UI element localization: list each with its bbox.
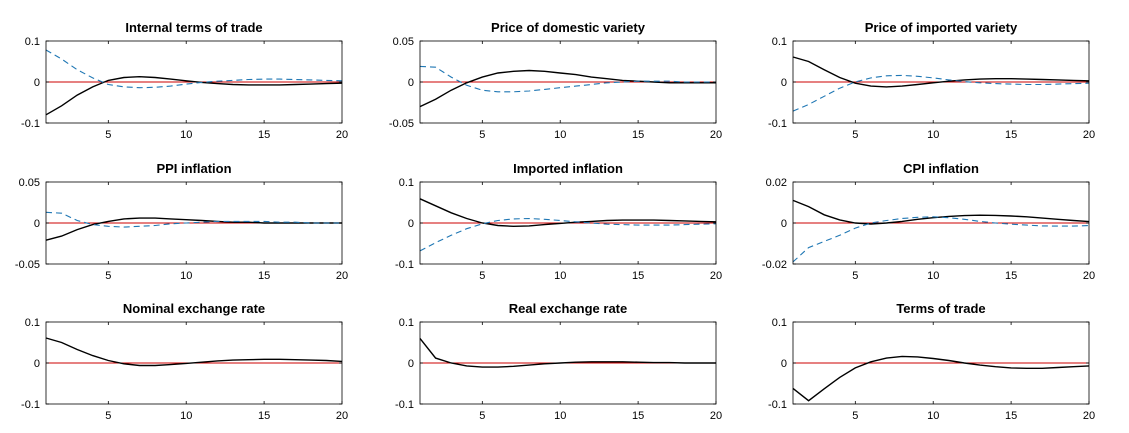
y-tick-label: 0.1 <box>772 36 787 48</box>
x-tick-label: 5 <box>105 270 111 282</box>
solid-series-line <box>419 337 716 368</box>
x-tick-label: 10 <box>927 129 939 141</box>
y-tick-label: -0.1 <box>768 399 787 411</box>
y-tick-label: -0.1 <box>768 118 787 130</box>
y-tick-label: 0 <box>781 218 787 230</box>
y-tick-label: 0.1 <box>25 36 40 48</box>
x-tick-label: 20 <box>710 129 722 141</box>
x-tick-label: 20 <box>1083 129 1095 141</box>
x-tick-label: 20 <box>710 410 722 422</box>
y-tick-label: -0.1 <box>21 118 40 130</box>
x-tick-label: 15 <box>1005 410 1017 422</box>
y-tick-label: -0.1 <box>395 259 414 271</box>
subplot-9: Terms of trade 0.1 0 -0.1 5 10 15 20 <box>768 301 1095 422</box>
y-tick-label: -0.02 <box>762 259 787 271</box>
y-tick-label: 0 <box>34 218 40 230</box>
subplot-title: Price of imported variety <box>865 20 1018 35</box>
subplot-6: CPI inflation 0.02 0 -0.02 5 10 15 20 <box>762 161 1095 282</box>
y-tick-label: 0 <box>34 358 40 370</box>
x-tick-label: 20 <box>336 129 348 141</box>
dashed-series-line <box>792 216 1090 263</box>
y-tick-label: 0 <box>408 77 414 89</box>
x-tick-label: 10 <box>554 270 566 282</box>
x-tick-label: 5 <box>105 129 111 141</box>
x-tick-label: 5 <box>105 410 111 422</box>
solid-series-line <box>45 337 343 367</box>
x-tick-label: 20 <box>1083 270 1095 282</box>
y-tick-label: 0 <box>34 77 40 89</box>
x-tick-label: 5 <box>479 410 485 422</box>
y-tick-label: -0.1 <box>395 399 414 411</box>
subplot-title: PPI inflation <box>156 161 231 176</box>
y-tick-label: 0.02 <box>766 177 787 189</box>
x-tick-label: 5 <box>479 129 485 141</box>
x-tick-label: 15 <box>258 410 270 422</box>
y-tick-label: -0.05 <box>15 259 40 271</box>
subplot-2: Price of domestic variety 0.05 0 -0.05 5 10 15… <box>389 20 722 141</box>
x-tick-label: 10 <box>927 410 939 422</box>
x-tick-label: 10 <box>180 410 192 422</box>
y-tick-label: 0.05 <box>393 36 414 48</box>
subplot-title: Terms of trade <box>896 301 985 316</box>
subplot-title: CPI inflation <box>903 161 979 176</box>
x-tick-label: 5 <box>479 270 485 282</box>
x-tick-label: 10 <box>927 270 939 282</box>
subplot-3: Price of imported variety 0.1 0 -0.1 5 10 15 20 <box>768 20 1095 141</box>
y-tick-label: 0 <box>781 77 787 89</box>
x-tick-label: 15 <box>258 129 270 141</box>
x-tick-label: 15 <box>632 410 644 422</box>
subplot-7: Nominal exchange rate 0.1 0 -0.1 5 10 15 20 <box>21 301 348 422</box>
solid-series-line <box>792 199 1090 225</box>
solid-series-line <box>792 355 1090 402</box>
subplot-title: Real exchange rate <box>509 301 628 316</box>
dashed-series-line <box>45 211 342 228</box>
y-tick-label: 0 <box>408 218 414 230</box>
x-tick-label: 5 <box>852 270 858 282</box>
subplot-4: PPI inflation 0.05 0 -0.05 5 10 15 20 <box>15 161 348 282</box>
solid-series-line <box>419 69 716 108</box>
y-tick-label: -0.1 <box>21 399 40 411</box>
y-tick-label: 0.1 <box>399 177 414 189</box>
x-tick-label: 5 <box>852 129 858 141</box>
solid-series-line <box>792 56 1090 88</box>
x-tick-label: 15 <box>632 270 644 282</box>
x-tick-label: 20 <box>710 270 722 282</box>
y-tick-label: 0.05 <box>19 177 40 189</box>
x-tick-label: 20 <box>336 410 348 422</box>
x-tick-label: 15 <box>258 270 270 282</box>
y-tick-label: 0 <box>408 358 414 370</box>
solid-series-line <box>419 198 717 228</box>
y-tick-label: 0.1 <box>399 317 414 329</box>
y-tick-label: 0.1 <box>25 317 40 329</box>
x-tick-label: 5 <box>852 410 858 422</box>
x-tick-label: 15 <box>1005 270 1017 282</box>
subplot-1: Internal terms of trade 0.1 0 -0.1 5 10 15 20 <box>21 20 348 141</box>
dashed-series-line <box>419 217 717 252</box>
x-tick-label: 15 <box>632 129 644 141</box>
solid-series-line <box>45 217 342 241</box>
subplot-8: Real exchange rate 0.1 0 -0.1 5 10 15 20 <box>395 301 722 422</box>
x-tick-label: 15 <box>1005 129 1017 141</box>
dashed-series-line <box>419 65 716 93</box>
y-tick-label: -0.05 <box>389 118 414 130</box>
x-tick-label: 20 <box>336 270 348 282</box>
subplot-title: Internal terms of trade <box>125 20 262 35</box>
solid-series-line <box>45 75 343 116</box>
y-tick-label: 0 <box>781 358 787 370</box>
subplot-title: Price of domestic variety <box>491 20 646 35</box>
y-tick-label: 0.1 <box>772 317 787 329</box>
x-tick-label: 10 <box>180 129 192 141</box>
dashed-series-line <box>792 74 1090 112</box>
subplot-title: Imported inflation <box>513 161 623 176</box>
x-tick-label: 20 <box>1083 410 1095 422</box>
subplot-title: Nominal exchange rate <box>123 301 265 316</box>
x-tick-label: 10 <box>554 410 566 422</box>
subplot-5: Imported inflation 0.1 0 -0.1 5 10 15 20 <box>395 161 722 282</box>
x-tick-label: 10 <box>180 270 192 282</box>
x-tick-label: 10 <box>554 129 566 141</box>
